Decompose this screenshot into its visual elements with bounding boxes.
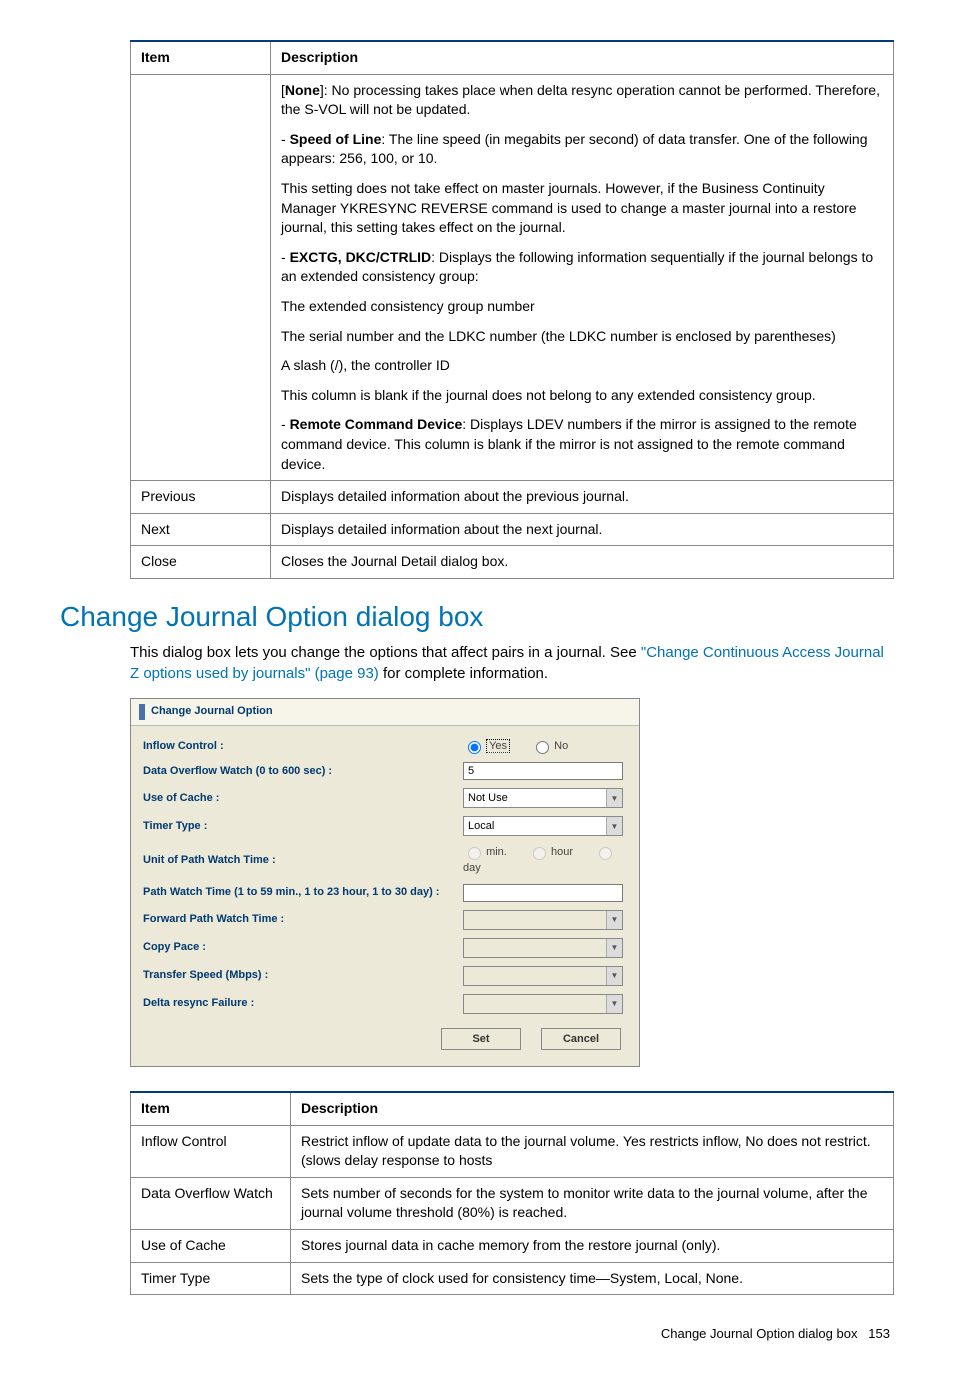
cell-item: Next	[131, 513, 271, 546]
label-data-overflow: Data Overflow Watch (0 to 600 sec) :	[143, 764, 463, 779]
inflow-control-radios: Yes No	[463, 738, 627, 754]
radio-unit-hour[interactable]: hour	[528, 846, 573, 858]
label-transfer-speed: Transfer Speed (Mbps) :	[143, 968, 463, 983]
cell-item: Previous	[131, 481, 271, 514]
path-watch-time-input[interactable]	[463, 884, 623, 902]
table-row: CloseCloses the Journal Detail dialog bo…	[131, 546, 894, 579]
cell-item: Timer Type	[131, 1262, 291, 1295]
transfer-speed-select[interactable]: ▼	[463, 966, 623, 986]
table-row: Timer TypeSets the type of clock used fo…	[131, 1262, 894, 1295]
cell-description: Sets the type of clock used for consiste…	[291, 1262, 894, 1295]
title-accent-icon	[139, 704, 145, 720]
table-row: Use of CacheStores journal data in cache…	[131, 1230, 894, 1263]
cell-item	[131, 74, 271, 481]
chevron-down-icon: ▼	[606, 911, 622, 929]
forward-path-watch-select[interactable]: ▼	[463, 910, 623, 930]
intro-paragraph: This dialog box lets you change the opti…	[130, 642, 894, 684]
cell-description: [None]: No processing takes place when d…	[271, 74, 894, 481]
label-copy-pace: Copy Pace :	[143, 940, 463, 955]
label-forward-path-watch: Forward Path Watch Time :	[143, 912, 463, 927]
label-use-of-cache: Use of Cache :	[143, 791, 463, 806]
cancel-button[interactable]: Cancel	[541, 1028, 621, 1050]
label-timer-type: Timer Type :	[143, 819, 463, 834]
change-journal-option-table: Item Description Inflow ControlRestrict …	[130, 1091, 894, 1295]
cell-description: Closes the Journal Detail dialog box.	[271, 546, 894, 579]
cell-item: Inflow Control	[131, 1125, 291, 1177]
radio-inflow-no[interactable]: No	[531, 740, 568, 752]
cell-description: Stores journal data in cache memory from…	[291, 1230, 894, 1263]
copy-pace-select[interactable]: ▼	[463, 938, 623, 958]
cell-item: Use of Cache	[131, 1230, 291, 1263]
table-row: Data Overflow WatchSets number of second…	[131, 1177, 894, 1229]
chevron-down-icon: ▼	[606, 789, 622, 807]
change-journal-option-dialog: Change Journal Option Inflow Control : Y…	[130, 698, 640, 1067]
chevron-down-icon: ▼	[606, 995, 622, 1013]
col-description: Description	[291, 1092, 894, 1125]
label-delta-resync-failure: Delta resync Failure :	[143, 996, 463, 1011]
label-path-watch-time: Path Watch Time (1 to 59 min., 1 to 23 h…	[143, 885, 463, 900]
cell-description: Restrict inflow of update data to the jo…	[291, 1125, 894, 1177]
radio-inflow-yes[interactable]: Yes	[463, 740, 510, 752]
table-row: NextDisplays detailed information about …	[131, 513, 894, 546]
chevron-down-icon: ▼	[606, 967, 622, 985]
col-description: Description	[271, 41, 894, 74]
chevron-down-icon: ▼	[606, 939, 622, 957]
delta-resync-failure-select[interactable]: ▼	[463, 994, 623, 1014]
radio-unit-min[interactable]: min.	[463, 846, 507, 858]
table-row: Inflow ControlRestrict inflow of update …	[131, 1125, 894, 1177]
set-button[interactable]: Set	[441, 1028, 521, 1050]
label-unit-path-watch: Unit of Path Watch Time :	[143, 853, 463, 868]
use-of-cache-select[interactable]: Not Use ▼	[463, 788, 623, 808]
cell-description: Sets number of seconds for the system to…	[291, 1177, 894, 1229]
col-item: Item	[131, 1092, 291, 1125]
col-item: Item	[131, 41, 271, 74]
table-row: [None]: No processing takes place when d…	[131, 74, 894, 481]
timer-type-select[interactable]: Local ▼	[463, 816, 623, 836]
data-overflow-input[interactable]	[463, 762, 623, 780]
cell-item: Close	[131, 546, 271, 579]
cell-description: Displays detailed information about the …	[271, 481, 894, 514]
dialog-title: Change Journal Option	[151, 704, 273, 719]
journal-detail-table: Item Description [None]: No processing t…	[130, 40, 894, 579]
chevron-down-icon: ▼	[606, 817, 622, 835]
label-inflow-control: Inflow Control :	[143, 739, 463, 754]
dialog-title-bar: Change Journal Option	[131, 699, 639, 726]
cell-description: Displays detailed information about the …	[271, 513, 894, 546]
table-row: PreviousDisplays detailed information ab…	[131, 481, 894, 514]
page-footer: Change Journal Option dialog box 153	[60, 1325, 894, 1343]
cell-item: Data Overflow Watch	[131, 1177, 291, 1229]
section-heading: Change Journal Option dialog box	[60, 597, 894, 636]
